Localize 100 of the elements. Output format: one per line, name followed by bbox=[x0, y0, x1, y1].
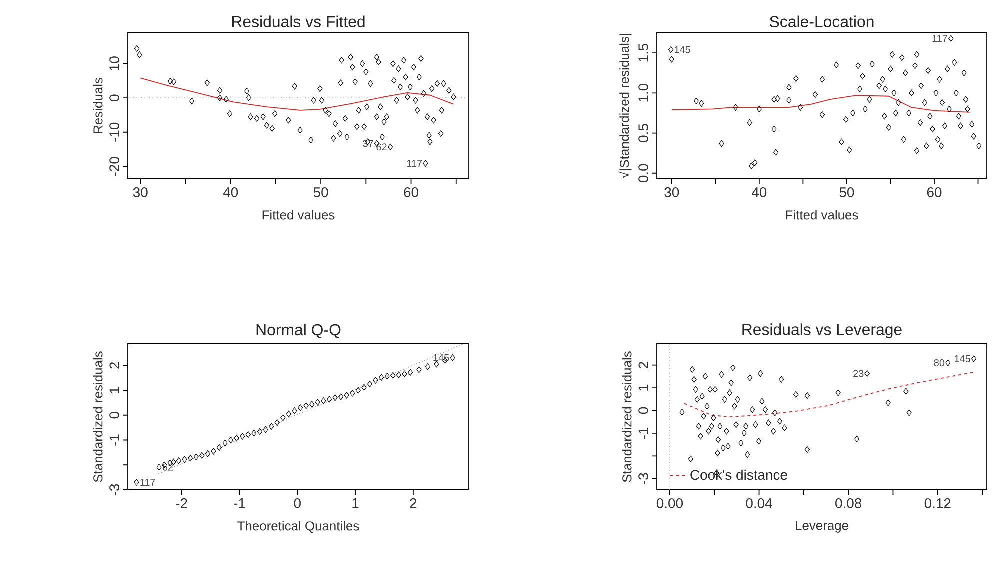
x-axis-title: Fitted values bbox=[786, 210, 858, 220]
x-tick-label: 0.00 bbox=[656, 498, 683, 508]
point bbox=[728, 380, 734, 386]
point bbox=[886, 400, 891, 406]
point bbox=[234, 434, 240, 442]
point bbox=[205, 450, 210, 458]
point bbox=[771, 428, 776, 435]
point bbox=[384, 373, 390, 380]
point bbox=[730, 364, 736, 372]
point bbox=[356, 387, 361, 394]
y-axis-title: Standardized residuals bbox=[622, 352, 632, 482]
y-tick-label: 0 bbox=[110, 412, 120, 419]
y-tick-label: -1 bbox=[110, 434, 120, 446]
annotation: 62 bbox=[376, 144, 387, 151]
line-series bbox=[140, 78, 454, 111]
point bbox=[720, 444, 726, 452]
point bbox=[804, 446, 810, 454]
y-tick-label: -3 bbox=[110, 484, 120, 496]
x-tick-label: 2 bbox=[410, 498, 417, 508]
point bbox=[758, 370, 764, 378]
legend-label: Cook's distance bbox=[690, 470, 788, 480]
point bbox=[692, 376, 697, 383]
point bbox=[176, 458, 182, 464]
point bbox=[715, 450, 720, 457]
point bbox=[719, 371, 724, 378]
point bbox=[701, 413, 706, 420]
x-tick-label: 40 bbox=[223, 188, 238, 198]
point bbox=[321, 398, 326, 404]
point bbox=[748, 374, 753, 382]
y-tick-label: 0 bbox=[638, 407, 648, 414]
point bbox=[310, 401, 315, 408]
point bbox=[738, 440, 744, 447]
point bbox=[712, 386, 718, 393]
point bbox=[286, 410, 292, 418]
point bbox=[779, 376, 784, 383]
point bbox=[864, 370, 870, 378]
annotation: 145 bbox=[674, 46, 690, 54]
point bbox=[390, 372, 396, 379]
x-tick-label: 0.08 bbox=[836, 498, 862, 508]
x-tick-label: 60 bbox=[927, 188, 942, 198]
point bbox=[211, 448, 216, 455]
point bbox=[753, 422, 758, 428]
line-series bbox=[684, 372, 975, 418]
point bbox=[711, 414, 716, 422]
point bbox=[854, 436, 860, 442]
point bbox=[292, 408, 298, 414]
y-tick-label: 1 bbox=[638, 384, 648, 391]
x-tick-label: 50 bbox=[314, 188, 328, 198]
point bbox=[304, 402, 309, 410]
point bbox=[766, 420, 772, 426]
point bbox=[904, 388, 909, 395]
point bbox=[338, 394, 344, 400]
chart-title: Residuals vs Fitted bbox=[232, 16, 365, 28]
point bbox=[696, 423, 702, 430]
y-axis-title: Residuals bbox=[93, 78, 103, 134]
point bbox=[326, 396, 332, 403]
point bbox=[777, 418, 783, 425]
point bbox=[408, 369, 414, 376]
chart-title: Normal Q-Q bbox=[256, 324, 341, 339]
y-tick-label: -3 bbox=[638, 473, 648, 484]
point bbox=[315, 399, 320, 406]
point bbox=[727, 390, 732, 396]
x-tick-label: 0 bbox=[294, 498, 301, 508]
point bbox=[194, 454, 199, 460]
point bbox=[156, 464, 162, 471]
x-tick-label: 1 bbox=[352, 498, 359, 508]
annotation: 37 bbox=[363, 140, 374, 148]
point bbox=[379, 374, 384, 381]
x-tick-label: 0.04 bbox=[746, 498, 772, 508]
point bbox=[416, 366, 422, 374]
point bbox=[706, 428, 712, 435]
point bbox=[722, 396, 728, 403]
annotation: 117 bbox=[140, 479, 156, 486]
point bbox=[694, 396, 700, 403]
point bbox=[188, 455, 194, 462]
x-tick-label: -1 bbox=[234, 498, 246, 508]
point bbox=[760, 398, 765, 405]
annotation: 117 bbox=[932, 35, 948, 42]
point bbox=[745, 452, 750, 458]
point bbox=[756, 438, 762, 445]
point bbox=[735, 396, 740, 403]
x-tick-label: 40 bbox=[752, 188, 767, 198]
y-tick-label: 1.5 bbox=[638, 44, 648, 62]
point bbox=[269, 423, 274, 430]
point bbox=[257, 428, 263, 436]
point bbox=[972, 356, 977, 362]
y-tick-label: 1 bbox=[110, 387, 120, 394]
y-tick-label: -1 bbox=[638, 428, 648, 440]
y-tick-label: 10 bbox=[110, 56, 120, 71]
point bbox=[794, 391, 799, 398]
x-axis-title: Fitted values bbox=[262, 210, 335, 220]
point bbox=[332, 394, 338, 402]
point bbox=[396, 372, 402, 378]
annotation: 145 bbox=[955, 356, 970, 362]
y-tick-label: 0.0 bbox=[638, 164, 648, 183]
point bbox=[373, 377, 378, 384]
point bbox=[708, 386, 713, 393]
point bbox=[222, 440, 228, 447]
y-tick-label: 2 bbox=[110, 362, 120, 369]
y-axis-title: Standardized residuals bbox=[93, 352, 103, 482]
